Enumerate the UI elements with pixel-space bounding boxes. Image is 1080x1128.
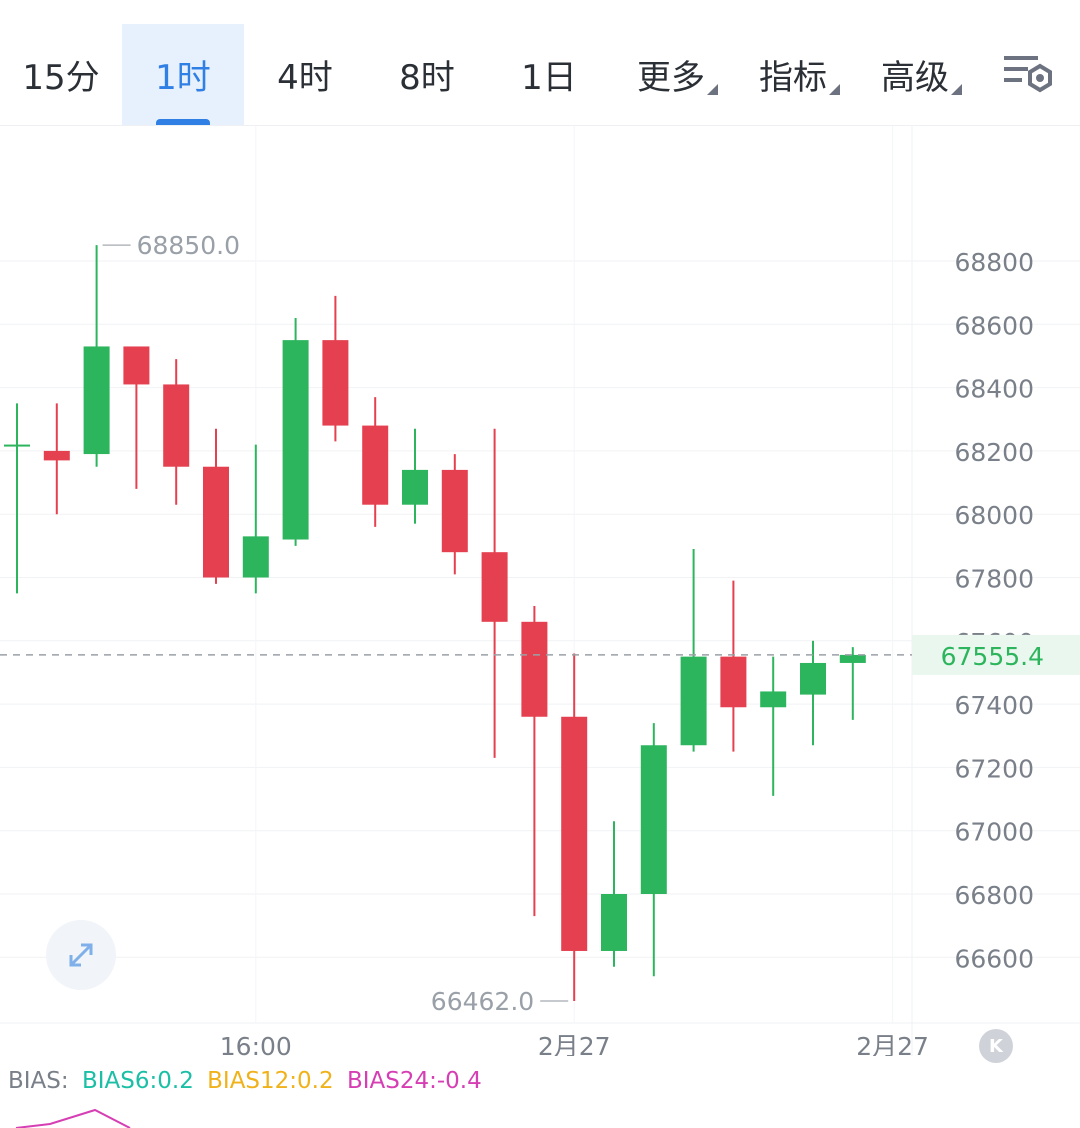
- candle-body: [163, 384, 190, 467]
- dropdown-caret-icon: [707, 84, 718, 95]
- dropdown-caret-icon: [951, 84, 962, 95]
- candle-body: [242, 536, 269, 578]
- candle-body: [402, 469, 428, 505]
- timeframe-tab-bar: 15分 1时 4时 8时 1日 更多 指标 高级: [0, 0, 1080, 126]
- tab-label: 指标: [759, 58, 827, 98]
- bias12-value: BIAS12:0.2: [207, 1068, 334, 1094]
- expand-arrows-icon: [69, 943, 93, 967]
- tab-3[interactable]: 8时: [366, 24, 488, 125]
- y-tick-label: 66600: [954, 944, 1034, 973]
- candle-body: [839, 654, 866, 663]
- tab-4[interactable]: 1日: [488, 24, 610, 125]
- candle-body: [800, 662, 826, 695]
- y-tick-label: 67200: [954, 754, 1034, 783]
- tab-label: 4时: [277, 58, 333, 98]
- y-tick-label: 68400: [954, 375, 1034, 404]
- candle-body: [203, 466, 229, 578]
- tab-label: 8时: [399, 58, 455, 98]
- tab-0[interactable]: 15分: [0, 24, 122, 125]
- max-annotation-label: 68850.0: [137, 231, 240, 260]
- candle-body: [83, 346, 110, 455]
- dropdown-caret-icon: [829, 84, 840, 95]
- y-tick-label: 68000: [954, 501, 1034, 530]
- expand-chart-button[interactable]: [46, 920, 116, 990]
- candle-body: [4, 444, 30, 447]
- candle-body: [322, 340, 349, 426]
- candle-body: [282, 340, 309, 540]
- tab-label: 15分: [22, 58, 100, 98]
- min-annotation-label: 66462.0: [431, 987, 534, 1016]
- candle-body: [601, 894, 627, 951]
- tab-5[interactable]: 更多: [610, 24, 732, 125]
- candle-body: [521, 621, 548, 717]
- current-price-tag: [912, 634, 1080, 675]
- y-tick-label: 66800: [954, 881, 1034, 910]
- x-tick-label: 2月27: [538, 1032, 611, 1056]
- bias-indicator-line: [15, 1108, 131, 1128]
- y-tick-label: 67400: [954, 691, 1034, 720]
- tab-label: 更多: [637, 58, 705, 98]
- bias-label: BIAS:: [8, 1068, 69, 1094]
- candle-body: [441, 469, 468, 553]
- back-to-latest-button[interactable]: K: [979, 1029, 1013, 1063]
- candlestick-chart[interactable]: 68800 68600 68400 68200 68000 67800 67400 67200…: [0, 126, 1080, 1056]
- candle-body: [123, 346, 150, 385]
- chart-settings-icon: [1004, 56, 1052, 93]
- back-to-latest-icon: K: [989, 1035, 1003, 1057]
- tab-2[interactable]: 4时: [244, 24, 366, 125]
- tab-label: 1时: [155, 58, 211, 98]
- bias-indicator-legend: BIAS: BIAS6:0.2 BIAS12:0.2 BIAS24:-0.4: [8, 1068, 488, 1094]
- candle-body: [680, 656, 707, 746]
- candle-body: [720, 656, 747, 708]
- tab-label: 1日: [521, 58, 577, 98]
- y-tick-label: 67000: [954, 818, 1034, 847]
- bias6-value: BIAS6:0.2: [81, 1068, 194, 1094]
- y-tick-label: 68800: [954, 248, 1034, 277]
- bias24-value: BIAS24:-0.4: [346, 1068, 482, 1094]
- candle-body: [362, 425, 389, 505]
- candle-body: [760, 691, 787, 708]
- y-tick-label: 68200: [954, 438, 1034, 467]
- tab-1[interactable]: 1时: [122, 24, 244, 125]
- tab-label: 高级: [881, 58, 949, 98]
- tab-7[interactable]: 高级: [854, 24, 976, 125]
- tab-6[interactable]: 指标: [732, 24, 854, 125]
- y-tick-label: 68600: [954, 311, 1034, 340]
- x-tick-label: 2月27: [856, 1032, 929, 1056]
- candle-body: [481, 552, 508, 622]
- current-price-label: 67555.4: [941, 642, 1044, 671]
- x-tick-label: 16:00: [220, 1032, 292, 1056]
- chart-settings-button[interactable]: [1000, 50, 1058, 98]
- candle-body: [561, 716, 588, 951]
- candle-body: [640, 745, 667, 894]
- candle-body: [43, 450, 70, 461]
- y-tick-label: 67800: [954, 565, 1034, 594]
